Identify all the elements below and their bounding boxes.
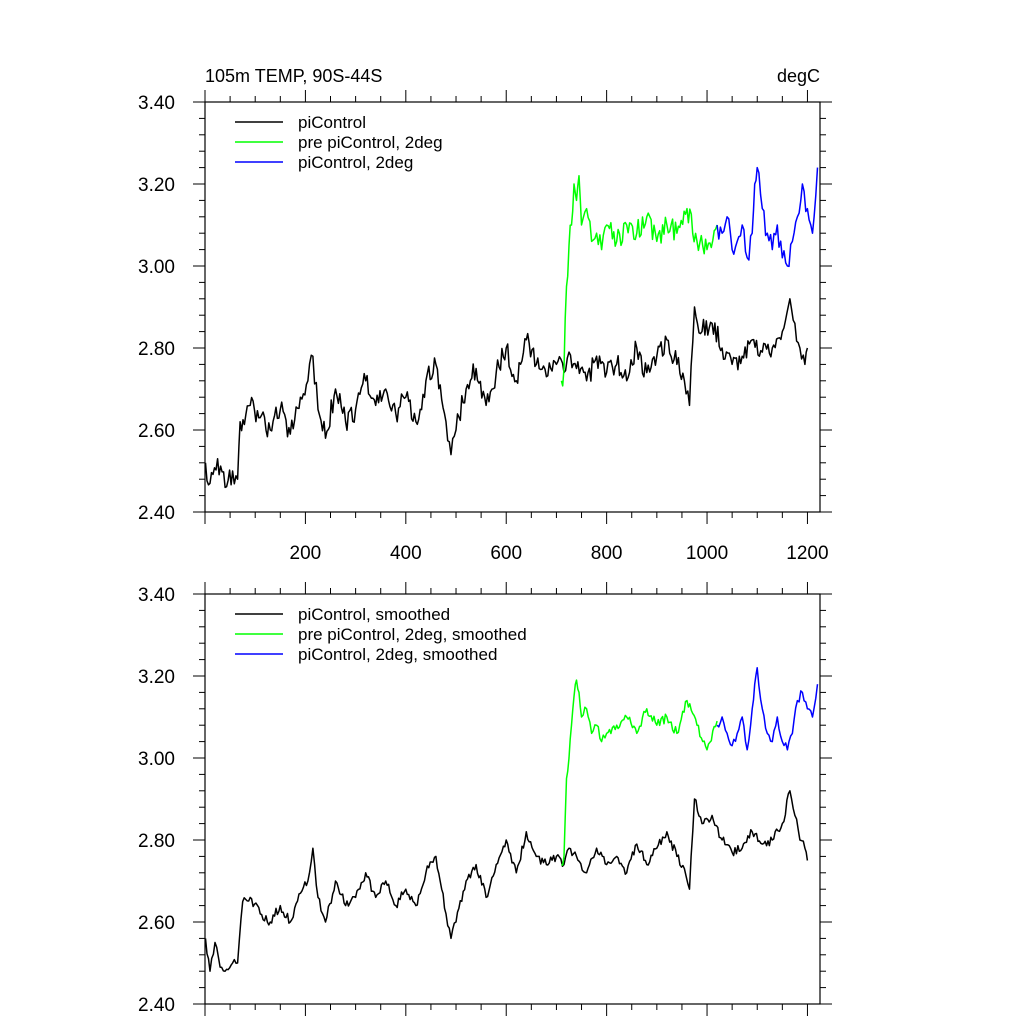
series-line-1 (205, 790, 809, 972)
series-line-3 (716, 166, 819, 268)
legend-label: pre piControl, 2deg (298, 133, 443, 152)
legend-label: piControl (298, 113, 366, 132)
plot-frame (204, 593, 821, 1005)
x-tick-label: 200 (290, 543, 322, 564)
y-tick-label: 2.80 (138, 831, 175, 852)
series-line-3 (716, 667, 819, 751)
series-line-1 (205, 298, 809, 489)
series-line-2 (560, 175, 718, 387)
legend-label: pre piControl, 2deg, smoothed (298, 625, 527, 644)
x-tick-label: 1000 (686, 543, 728, 564)
y-tick-label: 2.60 (138, 421, 175, 442)
x-tick-label: 400 (390, 543, 422, 564)
x-tick-label: 600 (490, 543, 522, 564)
plot-frame (204, 101, 821, 513)
y-tick-label: 3.20 (138, 175, 175, 196)
bottom-panel: 2.40 2.60 2.80 3.00 3.20 3.40 piControl, smoot… (138, 582, 832, 1016)
y-tick-label: 3.40 (138, 93, 175, 114)
x-tick-label: 800 (591, 543, 623, 564)
y-tick-label: 2.60 (138, 913, 175, 934)
y-tick-label: 2.40 (138, 995, 175, 1016)
y-tick-label: 3.40 (138, 585, 175, 606)
title-left: 105m TEMP, 90S-44S (205, 66, 382, 86)
x-tick-label: 1200 (786, 543, 828, 564)
y-tick-label: 3.00 (138, 749, 175, 770)
legend-label: piControl, 2deg (298, 153, 413, 172)
y-tick-label: 3.20 (138, 667, 175, 688)
legend-label: piControl, 2deg, smoothed (298, 645, 497, 664)
top-panel: 105m TEMP, 90S-44S degC 2.40 2.60 2.80 3.00… (138, 66, 832, 564)
y-tick-label: 2.80 (138, 339, 175, 360)
y-tick-label: 3.00 (138, 257, 175, 278)
legend-label: piControl, smoothed (298, 605, 450, 624)
series-line-2 (561, 679, 718, 866)
y-tick-label: 2.40 (138, 503, 175, 524)
title-right: degC (777, 66, 820, 86)
